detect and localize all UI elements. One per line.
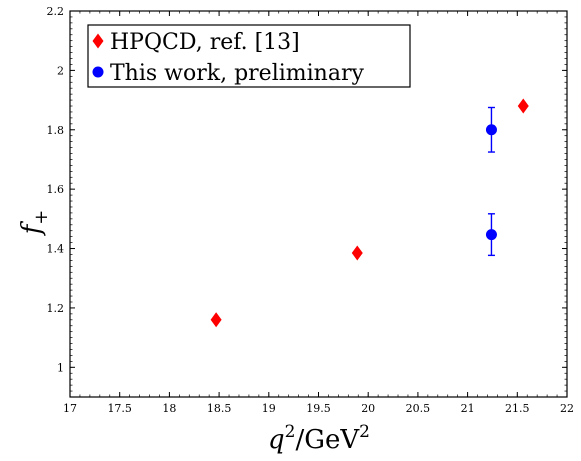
x-axis-title-sup1: 2 (285, 422, 296, 442)
x-tick-label: 22 (560, 402, 574, 415)
data-point-this-work (485, 124, 497, 136)
y-tick-label: 1.2 (47, 302, 65, 315)
x-tick-label: 21 (461, 402, 475, 415)
x-tick-label: 19.5 (306, 402, 331, 415)
x-tick-label: 20.5 (406, 402, 431, 415)
y-tick-label: 1.4 (47, 243, 65, 256)
x-tick-label: 17 (63, 402, 77, 415)
x-axis-title-unit: /GeV (295, 425, 360, 455)
x-tick-label: 21.5 (505, 402, 530, 415)
legend-marker-this-work (92, 66, 104, 78)
x-tick-label: 19 (262, 402, 276, 415)
x-axis-title-var: q (268, 425, 285, 455)
y-tick-label: 2.2 (47, 5, 65, 18)
legend: HPQCD, ref. [13] This work, preliminary (87, 24, 411, 88)
y-axis-title-sub: + (31, 210, 52, 225)
data-point-hpqcd (351, 245, 363, 261)
data-point-this-work (485, 229, 497, 241)
x-tick-label: 18.5 (207, 402, 232, 415)
x-axis-title-sup2: 2 (359, 422, 370, 442)
x-axis-title: q2/GeV2 (268, 422, 370, 455)
x-tick-label: 20 (361, 402, 375, 415)
y-axis-title: f+ (17, 210, 52, 237)
data-point-hpqcd (210, 312, 222, 328)
plot-area: 17 17.5 18 18.5 19 19.5 20 20.5 21 21.5 22 1 1.2 1.4 1… (47, 5, 575, 415)
legend-marker-hpqcd (92, 33, 104, 49)
legend-label: This work, preliminary (110, 61, 364, 86)
legend-box (87, 24, 411, 88)
legend-label: HPQCD, ref. [13] (110, 30, 300, 55)
data-point-hpqcd (517, 98, 529, 114)
y-tick-label: 1 (57, 361, 64, 374)
x-tick-label: 18 (162, 402, 176, 415)
y-tick-label: 1.6 (47, 183, 65, 196)
y-tick-label: 2 (57, 64, 64, 77)
x-tick-label: 17.5 (107, 402, 132, 415)
y-tick-label: 1.8 (47, 124, 65, 137)
